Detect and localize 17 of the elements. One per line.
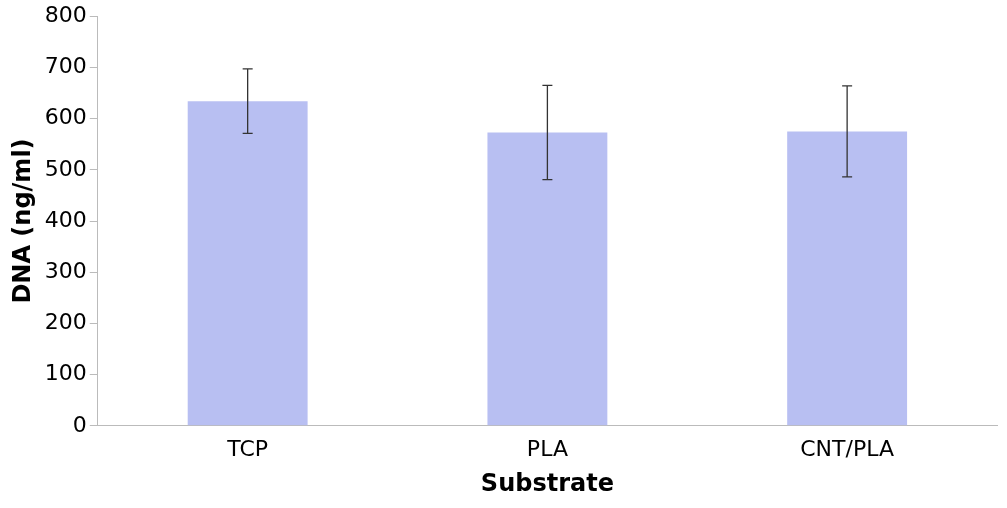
y-tick-label: 200 (44, 309, 87, 335)
x-tick-label: TCP (226, 435, 269, 461)
x-tick-label: CNT/PLA (800, 435, 895, 461)
y-tick-label: 500 (44, 155, 87, 181)
bar (487, 132, 608, 426)
x-axis-title: Substrate (480, 468, 614, 497)
y-tick-label: 800 (44, 1, 87, 27)
y-tick-label: 0 (72, 411, 87, 437)
y-tick-label: 100 (44, 360, 87, 386)
y-tick-label: 400 (44, 206, 87, 232)
y-tick-label: 600 (44, 104, 87, 130)
y-tick-label: 300 (44, 257, 87, 283)
y-tick-label: 700 (44, 53, 87, 79)
bar (787, 131, 908, 426)
x-tick-label: PLA (526, 435, 568, 461)
y-axis-title: DNA (ng/ml) (7, 138, 36, 304)
bar (187, 101, 308, 426)
